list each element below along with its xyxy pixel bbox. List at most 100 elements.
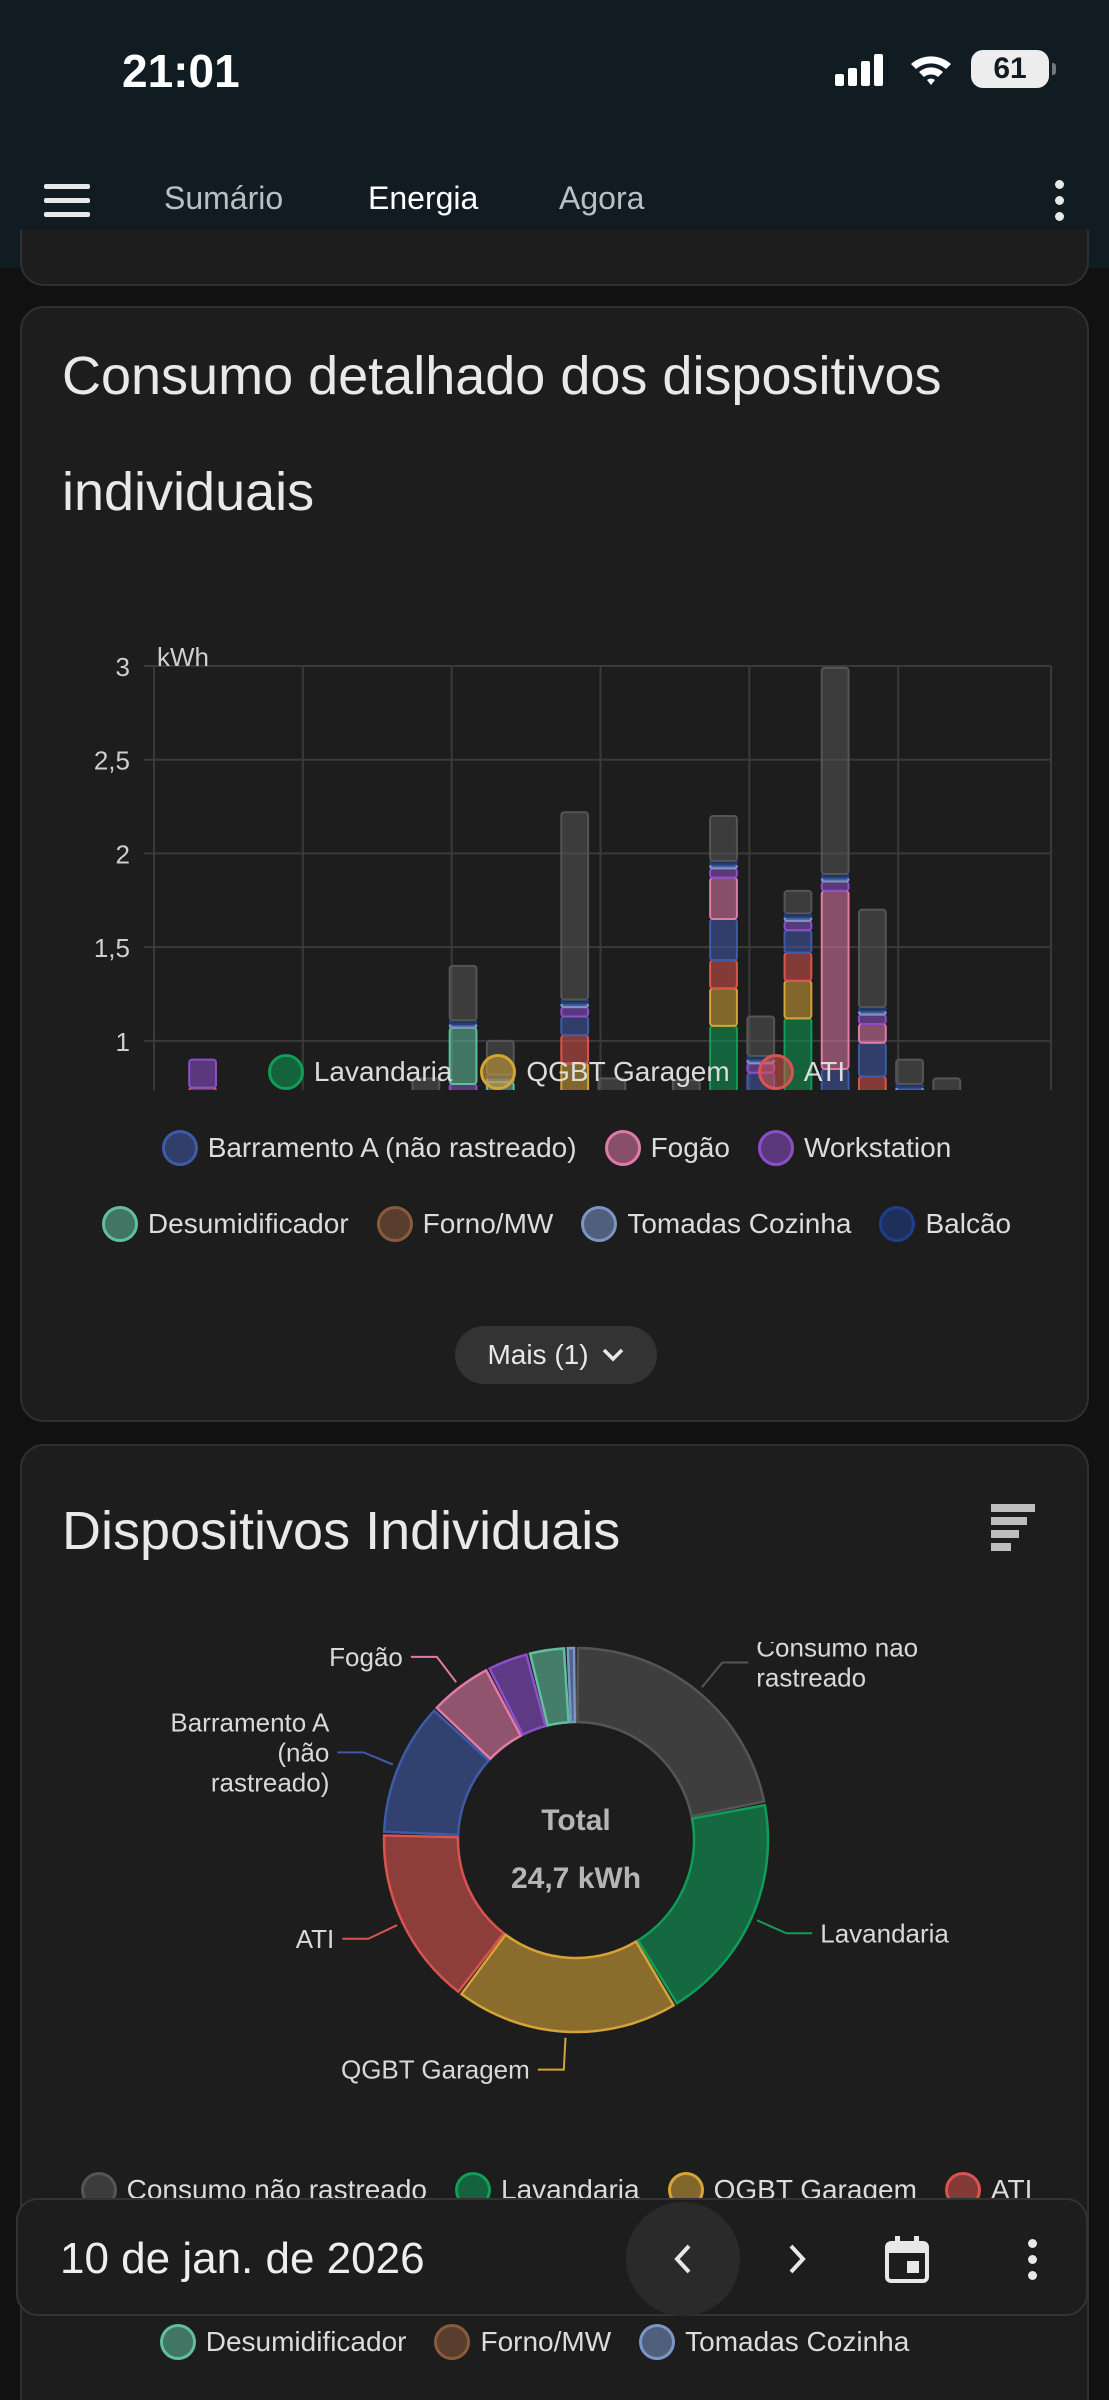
bar-segment-workstation[interactable] — [857, 1013, 887, 1025]
legend-swatch — [159, 2324, 196, 2360]
bar-segment-barramento-a-nao-rastreado[interactable] — [560, 1015, 590, 1037]
tab-agora[interactable]: Agora — [559, 180, 645, 216]
legend-item-tomadas-cozinha[interactable]: Tomadas Cozinha — [639, 2324, 909, 2360]
bar-segment-consumo-nao-rastreado[interactable] — [560, 811, 590, 1001]
bar-segment-consumo-nao-rastreado[interactable] — [857, 908, 887, 1009]
bar-segment-fogao[interactable] — [709, 876, 738, 921]
bar-segment-consumo-nao-rastreado[interactable] — [597, 1077, 627, 1090]
legend-item-forno-mw[interactable]: Forno/MW — [434, 2324, 611, 2360]
legend-label: Balcão — [925, 1208, 1012, 1239]
donut-slice-fogao[interactable] — [434, 1668, 523, 1761]
bar-segment-workstation[interactable] — [560, 1006, 590, 1018]
legend-swatch — [757, 1130, 794, 1166]
bar-segment-consumo-nao-rastreado[interactable] — [783, 889, 813, 915]
bar-segment-barramento-a-nao-rastreado[interactable] — [783, 929, 813, 954]
legend-label: Workstation — [803, 1132, 952, 1163]
legend-item-lavandaria[interactable]: Lavandaria — [267, 1054, 452, 1090]
bar-segment-workstation[interactable] — [188, 1058, 217, 1089]
donut-center-value: 24,7 kWh — [511, 1862, 641, 1895]
selected-date: 10 de jan. de 2026 — [60, 2234, 425, 2283]
bar-segment-consumo-nao-rastreado[interactable] — [411, 1077, 441, 1090]
bar-segment-fogao[interactable] — [820, 889, 850, 1070]
donut-label-line — [756, 1919, 813, 1935]
legend-label: Desumidificador — [147, 1208, 349, 1239]
bar-segment-qgbt-garagem[interactable] — [709, 987, 738, 1027]
next-period-button[interactable] — [760, 2222, 834, 2296]
donut-slice-desumidificador[interactable] — [528, 1647, 570, 1727]
legend-label: Tomadas Cozinha — [685, 2326, 910, 2357]
legend-item-desumidificador[interactable]: Desumidificador — [101, 1206, 349, 1242]
donut-slice-tomadas-cozinha[interactable] — [566, 1646, 577, 1724]
bar-segment-qgbt-garagem[interactable] — [783, 979, 813, 1020]
tab-energia[interactable]: Energia — [368, 180, 479, 216]
legend-item-barramento-a-nao-rastreado[interactable]: Barramento A (não rastreado) — [161, 1130, 577, 1166]
y-tick-label: 3 — [116, 652, 130, 682]
legend-more-button[interactable]: Mais (1) — [455, 1326, 657, 1384]
previous-period-button[interactable] — [626, 2202, 740, 2316]
legend-swatch — [604, 1130, 641, 1166]
legend-swatch — [101, 1206, 138, 1242]
bar-segment-barramento-a-nao-rastreado[interactable] — [709, 918, 738, 962]
bar-segment-consumo-nao-rastreado[interactable] — [671, 1079, 701, 1090]
bar-segment-consumo-nao-rastreado[interactable] — [448, 964, 478, 1022]
bar-segment-consumo-nao-rastreado[interactable] — [709, 814, 738, 862]
legend-item-workstation[interactable]: Workstation — [757, 1130, 952, 1166]
donut-slice-ati[interactable] — [382, 1834, 506, 1994]
donut-label-line — [410, 1655, 458, 1683]
bar-segment-fogao[interactable] — [857, 1022, 887, 1044]
legend-item-tomadas-cozinha[interactable]: Tomadas Cozinha — [581, 1206, 851, 1242]
donut-center-label: Total — [541, 1804, 610, 1837]
stacked-bar-chart[interactable]: -0,500,511,522,53kWh10 de jan.4:008:0012… — [22, 570, 1091, 1090]
donut-label-line — [337, 1751, 394, 1766]
donut-slice-barramento-a-nao-rastreado[interactable] — [382, 1708, 491, 1837]
legend-swatch — [757, 1054, 794, 1090]
legend-label: Barramento A (não rastreado) — [207, 1132, 577, 1163]
y-tick-label: 1 — [116, 1027, 130, 1057]
legend-swatch — [434, 2324, 471, 2360]
calendar-icon[interactable] — [870, 2222, 944, 2296]
legend-row: Desumidificador Forno/MW Tomadas Cozinha Ba… — [22, 1206, 1091, 1242]
legend-swatch — [161, 1130, 198, 1166]
donut-slice-label: Consumo não — [756, 1642, 918, 1663]
donut-slice-lavandaria[interactable] — [636, 1803, 770, 2006]
bar-segment-ati[interactable] — [783, 951, 813, 982]
legend-label: ATI — [803, 1056, 846, 1087]
donut-slice-label: Fogão — [329, 1642, 403, 1672]
card-title: Consumo detalhado dos dispositivos indiv… — [62, 346, 942, 522]
legend-item-qgbt-garagem[interactable]: QGBT Garagem — [480, 1054, 730, 1090]
sort-icon[interactable] — [991, 1504, 1039, 1552]
wifi-icon — [911, 56, 951, 85]
bar-segment-consumo-nao-rastreado[interactable] — [746, 1015, 776, 1057]
donut-slice-label: ATI — [296, 1924, 335, 1954]
more-button-label: Mais (1) — [487, 1339, 589, 1370]
legend-swatch — [639, 2324, 676, 2360]
legend-item-balcao[interactable]: Balcão — [879, 1206, 1011, 1242]
detail-consumption-card: Consumo detalhado dos dispositivos indiv… — [20, 306, 1089, 1422]
signal-icon — [835, 54, 883, 86]
donut-label-line — [342, 1924, 398, 1940]
bar-segment-workstation[interactable] — [820, 880, 850, 892]
bar-segment-consumo-nao-rastreado[interactable] — [932, 1077, 962, 1090]
tab-sumario[interactable]: Sumário — [164, 180, 284, 216]
legend-item-ati[interactable]: ATI — [757, 1054, 846, 1090]
donut-slice-consumo-nao-rastreado[interactable] — [575, 1646, 766, 1818]
bar-segment-workstation[interactable] — [709, 867, 738, 879]
bar-segment-consumo-nao-rastreado[interactable] — [895, 1058, 924, 1085]
date-more-vert-icon[interactable] — [996, 2222, 1070, 2296]
menu-icon[interactable] — [44, 184, 90, 218]
bar-segment-consumo-nao-rastreado[interactable] — [820, 666, 850, 876]
donut-slice-workstation[interactable] — [487, 1653, 547, 1737]
more-vert-icon[interactable] — [1053, 180, 1065, 222]
legend-swatch — [267, 1054, 304, 1090]
bar-segment-ati[interactable] — [709, 959, 738, 990]
legend-item-forno-mw[interactable]: Forno/MW — [376, 1206, 553, 1242]
donut-label-line — [537, 2037, 567, 2071]
legend-item-desumidificador[interactable]: Desumidificador — [159, 2324, 406, 2360]
donut-label-line — [701, 1661, 749, 1688]
legend-item-fogao[interactable]: Fogão — [604, 1130, 730, 1166]
donut-slice-qgbt-garagem[interactable] — [459, 1932, 676, 2034]
bar-segment-workstation[interactable] — [783, 919, 813, 932]
chevron-right-icon — [789, 2244, 806, 2274]
donut-slice-label: Barramento A — [170, 1707, 330, 1737]
